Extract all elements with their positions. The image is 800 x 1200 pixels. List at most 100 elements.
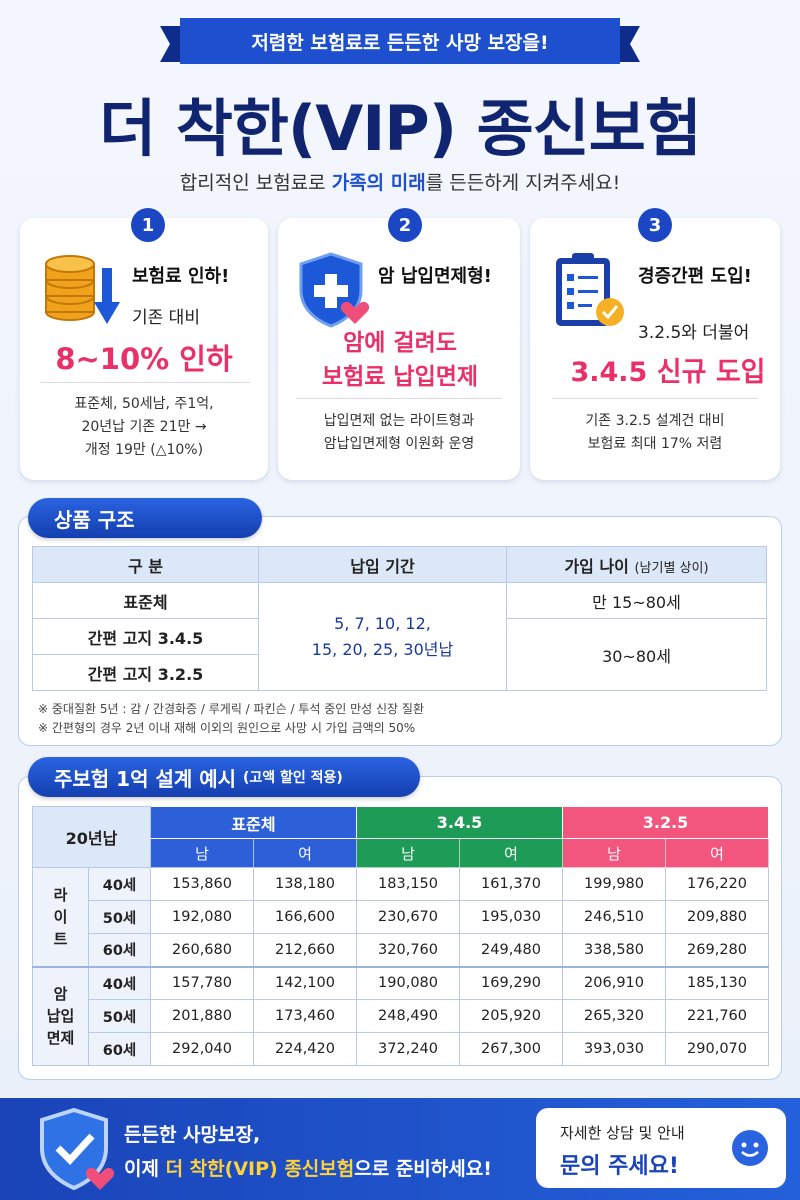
price-cell: 183,150 [356,867,461,901]
note-line: 개정 19만 (△10%) [84,442,204,458]
footer-highlight: 더 착한(VIP) 종신보험 [165,1158,355,1180]
sex-header: 남 [150,838,254,868]
feature-sub: 기존 대비 [132,308,200,328]
data-row: 암 납입 면제 40세 157,780 142,100 190,080 169,290 206,… [32,965,770,1066]
data-row: 라 이 트 40세 153,860 138,180 183,150 161,370 199,98… [32,867,770,967]
price-cell: 260,680 [150,933,254,967]
contact-small: 자세한 상담 및 안내 [560,1124,685,1142]
price-cell: 267,300 [459,1032,564,1066]
price-cell: 199,980 [562,867,667,901]
age-cell: 50세 [88,900,151,934]
type-cell: 간편 고지 3.2.5 [32,654,259,691]
group-header: 3.2.5 [562,806,770,839]
note-line: 암납입면제형 이원화 운영 [323,436,475,452]
price-cell: 166,600 [252,900,358,934]
footer-text-part: 이제 [124,1158,166,1180]
price-cell: 230,670 [356,900,461,934]
feature-number: 1 [131,208,165,242]
price-cell: 224,420 [252,1032,358,1066]
price-cell: 138,180 [252,867,358,901]
age-cell: 40세 [88,965,151,1000]
subtitle: 합리적인 보험료로 가족의 미래를 든든하게 지켜주세요! [0,168,800,195]
corner-cell: 20년납 [32,806,151,868]
price-cell: 195,030 [459,900,564,934]
type-cell: 표준체 [32,582,259,619]
price-cell: 153,860 [150,867,254,901]
sex-header: 남 [562,838,667,868]
subtitle-text: 를 든든하게 지켜주세요! [425,172,621,194]
chat-icon [732,1130,768,1166]
price-cell: 205,920 [459,999,564,1033]
feature-highlight: 3.4.5 신규 도입 [570,357,766,388]
note-line: 보험료 최대 17% 저렴 [587,436,723,452]
price-cell: 161,370 [459,867,564,901]
price-cell: 292,040 [150,1032,254,1066]
type-label-line: 라 [53,885,68,904]
header-text: 가입 나이 [564,556,629,576]
banner-ribbon [160,18,640,64]
section-title: 상품 구조 [28,498,262,538]
type-label-line: 납입 [46,1007,75,1026]
header-row: 20년납 표준체 3.4.5 3.2.5 [32,806,770,868]
age-cell: 40세 [88,867,151,901]
divider [552,398,758,399]
price-cell: 201,880 [150,999,254,1033]
price-cell: 169,290 [459,965,564,1000]
price-cell: 265,320 [562,999,667,1033]
banner: 저렴한 보험료로 든든한 사망 보장을! [251,31,549,54]
feature-heading: 보험료 인하! [132,266,230,287]
feature-notes: 표준체, 50세남, 주1억, 20년납 기존 21만 → 개정 19만 (△1… [20,393,268,462]
coins-icon [45,255,120,324]
type-label-line: 면제 [46,1029,75,1048]
footer-shield-icon [40,1107,115,1191]
footer-line: 이제 더 착한(VIP) 종신보험으로 준비하세요! [124,1152,492,1186]
price-cell: 246,510 [562,900,667,934]
age-cell: 60세 [88,1032,151,1066]
price-cell: 212,660 [252,933,358,967]
feature-number: 2 [388,208,422,242]
price-cell: 248,490 [356,999,461,1033]
type-label-line: 암 [53,985,68,1004]
price-cell: 206,910 [562,965,667,1000]
price-cell: 173,460 [252,999,358,1033]
feature-highlight: 암에 걸려도 보험료 납입면제 [262,326,538,394]
price-cell: 338,580 [562,933,667,967]
shield-icon [299,252,370,328]
data-row: 50세 201,880 173,460 248,490 205,920 265,320 22… [33,999,770,1033]
section-title: 주보험 1억 설계 예시 (고액 할인 적용) [28,757,420,797]
note-line: 기존 3.2.5 설계건 대비 [585,413,725,429]
feature-sub: 3.2.5와 더불어 [638,323,750,343]
type-label-line: 트 [53,929,68,948]
price-cell: 290,070 [665,1032,770,1066]
section-title-text: 주보험 1억 설계 예시 [54,766,237,791]
price-cell: 192,080 [150,900,254,934]
feature-notes: 기존 3.2.5 설계건 대비 보험료 최대 17% 저렴 [530,410,780,456]
age-cell: 30~80세 [506,618,767,691]
highlight-line: 보험료 납입면제 [321,364,479,390]
header-note: (남기별 상이) [634,560,709,576]
price-cell: 393,030 [562,1032,667,1066]
footer-text-part: 으로 준비하세요! [354,1158,492,1180]
price-cell: 185,130 [665,965,770,1000]
sex-header: 남 [356,838,461,868]
note-line: ※ 간편형의 경우 2년 이내 재해 이외의 원인으로 사망 시 가입 금액의 … [38,721,416,735]
data-row: 50세 192,080 166,600 230,670 195,030 246,510 20… [33,900,770,934]
feature-number: 3 [638,208,672,242]
feature-highlight: 8~10% 인하 [55,342,233,376]
period-line: 15, 20, 25, 30년납 [311,639,454,659]
price-cell: 157,780 [150,965,254,1000]
structure-table: 구 분 납입 기간 가입 나이 (남기별 상이) 표준체 5, 7, 10, 1… [32,546,767,691]
price-cell: 249,480 [459,933,564,967]
sex-header: 여 [665,838,770,868]
sex-header: 여 [459,838,564,868]
footer-text: 든든한 사망보장, 이제 더 착한(VIP) 종신보험으로 준비하세요! [124,1118,492,1186]
feature-notes: 납입면제 없는 라이트형과 암납입면제형 이원화 운영 [278,410,520,456]
data-row: 60세 260,680 212,660 320,760 249,480 338,580 26… [33,933,770,967]
header-cell: 구 분 [32,546,259,583]
clipboard-icon [556,253,624,326]
feature-heading: 경증간편 도입! [638,266,752,287]
note-line: 20년납 기존 21만 → [81,419,207,435]
